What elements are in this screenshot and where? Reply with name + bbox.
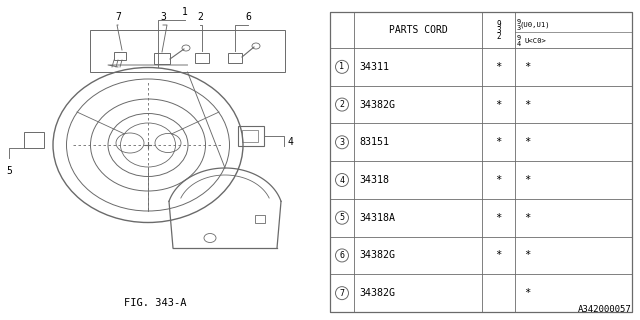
Text: *: * <box>495 175 502 185</box>
Text: 34318A: 34318A <box>359 213 395 223</box>
Text: PARTS CORD: PARTS CORD <box>388 25 447 35</box>
Text: *: * <box>524 288 530 298</box>
Bar <box>255 215 265 223</box>
Text: 7: 7 <box>339 289 344 298</box>
Text: *: * <box>524 100 530 109</box>
Text: 2: 2 <box>496 31 501 41</box>
Text: 9: 9 <box>517 19 521 25</box>
Text: 3: 3 <box>517 25 521 31</box>
Text: 4: 4 <box>339 175 344 185</box>
Text: 1: 1 <box>339 62 344 71</box>
Text: *: * <box>495 251 502 260</box>
Bar <box>242 130 258 142</box>
Text: FIG. 343-A: FIG. 343-A <box>124 298 186 308</box>
Text: A342000057: A342000057 <box>579 305 632 314</box>
Bar <box>114 52 126 60</box>
Text: 5: 5 <box>339 213 344 222</box>
Text: 2: 2 <box>197 12 203 22</box>
Text: U<C0>: U<C0> <box>524 38 546 44</box>
Text: (U0,U1): (U0,U1) <box>520 22 550 28</box>
Bar <box>154 53 170 64</box>
Text: *: * <box>524 62 530 72</box>
Text: *: * <box>524 137 530 147</box>
Text: 4: 4 <box>517 41 521 47</box>
Bar <box>228 53 242 63</box>
Text: 6: 6 <box>339 251 344 260</box>
Text: 3: 3 <box>160 12 166 22</box>
Text: 9: 9 <box>496 20 501 28</box>
Text: *: * <box>495 137 502 147</box>
Bar <box>195 53 209 63</box>
Text: 6: 6 <box>245 12 251 22</box>
Text: 3: 3 <box>496 26 501 35</box>
Text: *: * <box>495 213 502 223</box>
Text: *: * <box>524 251 530 260</box>
Text: 34382G: 34382G <box>359 251 395 260</box>
Text: 34311: 34311 <box>359 62 389 72</box>
Bar <box>24 132 44 148</box>
Text: 83151: 83151 <box>359 137 389 147</box>
Text: *: * <box>524 213 530 223</box>
Text: 34382G: 34382G <box>359 100 395 109</box>
Text: 34318: 34318 <box>359 175 389 185</box>
Text: 1: 1 <box>182 7 188 17</box>
Text: 7: 7 <box>115 12 121 22</box>
Text: 3: 3 <box>339 138 344 147</box>
Text: *: * <box>524 175 530 185</box>
Bar <box>330 12 632 312</box>
Bar <box>90 30 285 72</box>
Text: 5: 5 <box>6 166 12 176</box>
Text: 9: 9 <box>517 35 521 41</box>
Text: *: * <box>495 62 502 72</box>
Bar <box>238 126 264 146</box>
Text: *: * <box>495 100 502 109</box>
Text: 4: 4 <box>288 137 294 147</box>
Text: 34382G: 34382G <box>359 288 395 298</box>
Text: 2: 2 <box>339 100 344 109</box>
